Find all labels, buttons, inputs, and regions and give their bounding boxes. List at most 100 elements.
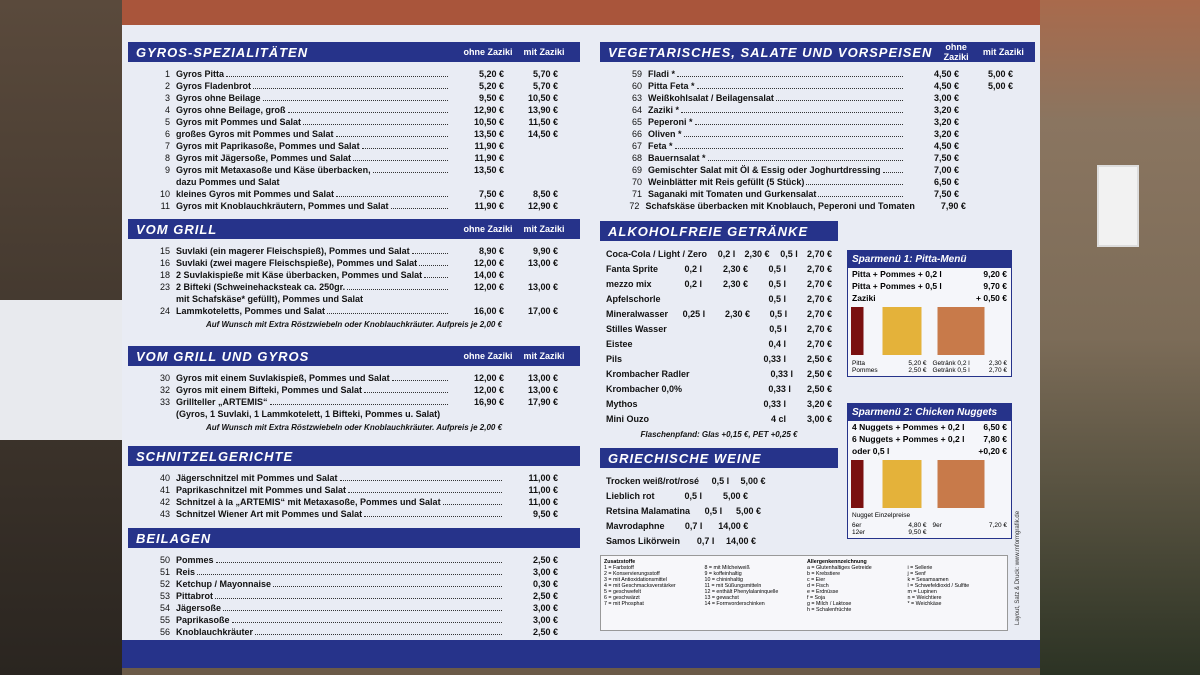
menu-item: mezzo mix 0,2 l 2,30 € 0,5 l 2,70 € [606,277,832,292]
menu-item: 30 Gyros mit einem Suvlakispieß, Pommes u… [150,372,558,384]
item-number: 24 [159,306,170,316]
item-number: 41 [159,485,170,495]
item-name: Mythos [606,399,638,409]
section-title: ALKOHOLFREIE GETRÄNKE [608,223,809,239]
menu-item: Fanta Sprite 0,2 l 2,30 € 0,5 l 2,70 € [606,262,832,277]
leader [231,614,502,623]
leader [694,116,903,125]
item-name: Zaziki * [648,105,680,115]
leader [411,245,448,254]
item-name: Mini Ouzo [606,414,649,424]
item-size: 0,5 l [780,249,798,259]
item-price [966,200,1013,212]
item-price [959,104,1013,116]
menu-item: Coca-Cola / Light / Zero 0,2 l 2,30 € 0,5 l… [606,247,832,262]
legend-entry: m = Lupinen [907,589,937,595]
item-name: Weißkohlsalat / Beilagensalat [648,93,774,103]
item-price: 2,50 € [806,354,832,364]
item-price: 11,00 € [528,473,558,483]
item-name: Gyros mit einem Bifteki, Pommes und Sala… [176,385,363,395]
rows: 30 Gyros mit einem Suvlakispieß, Pommes u… [128,366,580,432]
item-name: Gyros mit einem Suvlakispieß, Pommes und… [176,373,390,383]
item-number: 70 [631,177,642,187]
item-name: 2 Suvlakispieße mit Käse überbacken, Pom… [176,270,423,280]
item-price: 11,00 € [528,497,558,507]
item-name: Gyros mit Knoblauchkräutern, Pommes und … [176,201,389,211]
item-name: Gyros mit Paprikasoße, Pommes und Salat [176,141,360,151]
section-header: VEGETARISCHES, SALATE UND VORSPEISEN ohne… [600,42,1035,62]
item-name: Samos Likörwein [606,536,681,546]
item-size: 0,5 l [684,491,702,501]
menu-section: VOM GRILL ohne Zaziki mit Zaziki 15 Suvlaki … [128,219,580,329]
leader [674,140,903,149]
item-number: 59 [631,69,642,79]
item-number: 67 [631,141,642,151]
item-name: Lieblich rot [606,491,655,501]
item-name: Gyros mit Jägersoße, Pommes und Salat [176,153,352,163]
item-name: Coca-Cola / Light / Zero [606,249,708,259]
combo-price: 6,50 € [983,422,1007,432]
combo-row: Pitta + Pommes + 0,5 l 9,70 € [848,280,1011,292]
item-price: 2,70 € [806,294,832,304]
menu-item: 54 Jägersoße 3,00 € [150,602,558,614]
menu-item: Mineralwasser 0,25 l 2,30 € 0,5 l 2,70 € [606,307,832,322]
combo-title: Sparmenü 2: Chicken Nuggets [848,404,1011,421]
item-price [959,188,1013,200]
item-name: Retsina Malamatina [606,506,691,516]
item-price [959,152,1013,164]
menu-section: GRIECHISCHE WEINE Trocken weiß/rot/rosé 0,… [600,448,838,549]
item-price: 2,50 € [532,627,558,637]
small-name: Getränk 0,5 l [932,367,970,374]
item-name: Schafskäse überbacken mit Knoblauch, Pep… [645,201,915,211]
item-price: 3,00 € [532,567,558,577]
menu-item: 10 kleines Gyros mit Pommes und Salat 7,50… [150,188,558,200]
legend-entry: h = Schalenfrüchte [807,607,852,613]
legend-entry: 5 = geschwefelt [604,589,641,595]
item-size: 0,2 l [684,279,702,289]
item-price: 2,70 € [806,339,832,349]
item-price [504,164,558,176]
legend-entry: 10 = chininhaltig [704,577,743,583]
item-name-continued: (Gyros, 1 Suvlaki, 1 Lammkotelett, 1 Bif… [176,409,441,419]
item-size [766,474,796,489]
item-name: Mavrodaphne [606,521,665,531]
item-number: 55 [159,615,170,625]
item-name: Fanta Sprite [606,264,659,274]
item-price: 13,00 € [527,258,558,268]
item-price: 2,70 € [806,264,832,274]
item-price: 17,00 € [527,306,558,316]
combo-row: 4 Nuggets + Pommes + 0,2 l 6,50 € [848,421,1011,433]
menu-item: 7 Gyros mit Paprikasoße, Pommes und Salat… [150,140,558,152]
item-price: 2,50 € [806,369,832,379]
combo-name: Pitta + Pommes + 0,2 l [852,269,942,279]
small-price: 9,50 € [908,529,927,536]
menu-item: Apfelschorle 0,5 l 2,70 € [606,292,832,307]
leader [197,566,502,575]
item-price: 16,90 € [473,397,504,407]
leader [391,372,448,381]
legend-entry: 13 = gewachst [704,595,739,601]
item-price: 14,00 € [725,536,757,546]
leader [269,396,448,405]
menu-item: 41 Paprikaschnitzel mit Pommes und Salat 1… [150,484,558,496]
menu-section: GYROS-SPEZIALITÄTEN ohne Zaziki mit Zaziki… [128,42,580,212]
item-price: 5,00 € [987,81,1013,91]
menu-item: Lieblich rot 0,5 l 5,00 € [606,489,832,504]
item-price: 13,00 € [527,385,558,395]
item-number: 42 [159,497,170,507]
item-price: 5,00 € [987,69,1013,79]
menu-item: 23 2 Bifteki (Schweinehacksteak ca. 250gr… [150,281,558,293]
item-size: 0,4 l [768,339,786,349]
menu-item: 71 Saganaki mit Tomaten und Gurkensalat 7,… [622,188,1013,200]
menu-item: 60 Pitta Feta * 4,50 € 5,00 € [622,80,1013,92]
item-name: Grillteller „ARTEMIS“ [176,397,268,407]
leader [806,176,903,185]
menu-item: 59 Fladi * 4,50 € 5,00 € [622,68,1013,80]
legend-title: Allergenkennzeichnung [807,559,867,565]
combo-price: 9,20 € [983,269,1007,279]
item-price: 16,00 € [473,306,504,316]
rows: Trocken weiß/rot/rosé 0,5 l 5,00 € Lieblich… [600,468,838,549]
combo-name: 6 Nuggets + Pommes + 0,2 l [852,434,965,444]
item-name: Paprikaschnitzel mit Pommes und Salat [176,485,347,495]
column-header: ohne Zaziki [463,351,513,361]
